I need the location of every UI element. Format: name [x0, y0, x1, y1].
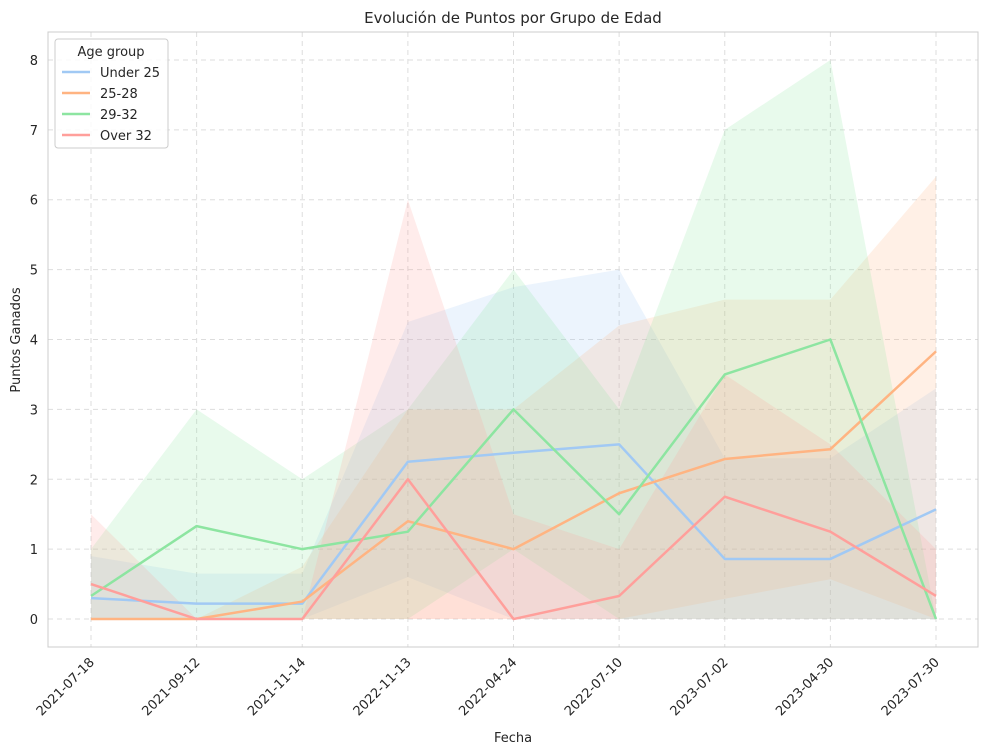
x-tick-label: 2021-11-14 — [245, 655, 309, 719]
x-tick-label: 2023-04-30 — [773, 655, 837, 719]
y-tick-label: 3 — [30, 403, 38, 418]
legend-box — [54, 38, 169, 149]
plot-frame — [47, 31, 979, 648]
x-tick-label: 2021-09-12 — [139, 655, 203, 719]
x-tick-label: 2022-07-10 — [562, 655, 626, 719]
x-tick-label: 2022-04-24 — [456, 655, 520, 719]
y-axis-ticks: 0 1 2 3 4 5 6 7 8 — [30, 54, 38, 628]
series-line — [90, 338, 938, 620]
legend: Age group Under 25 25-28 29-32 Over 32 — [54, 38, 169, 149]
chart-title: Evolución de Puntos por Grupo de Edad — [364, 9, 662, 27]
x-axis-ticks: 2021-07-18 2021-09-12 2021-11-14 2022-11-13… — [34, 655, 943, 719]
y-tick-label: 6 — [30, 194, 38, 209]
y-tick-label: 4 — [30, 334, 38, 349]
y-tick-label: 2 — [30, 473, 38, 488]
y-tick-label: 8 — [30, 54, 38, 69]
y-tick-label: 0 — [30, 613, 38, 628]
legend-label: Under 25 — [100, 66, 160, 81]
y-axis-label: Puntos Ganados — [9, 287, 24, 392]
x-axis-label: Fecha — [494, 731, 532, 746]
confidence-band — [91, 269, 936, 620]
confidence-band — [91, 176, 936, 620]
confidence-band — [91, 59, 936, 620]
x-tick-label: 2023-07-02 — [668, 655, 732, 719]
confidence-bands — [91, 59, 936, 620]
y-tick-label: 7 — [30, 124, 38, 139]
legend-title: Age group — [77, 45, 144, 60]
y-tick-label: 1 — [30, 543, 38, 558]
y-tick-label: 5 — [30, 264, 38, 279]
confidence-band — [91, 199, 936, 620]
x-tick-label: 2022-11-13 — [351, 655, 415, 719]
series-line — [91, 350, 937, 621]
series-line — [90, 443, 937, 605]
series-line — [90, 478, 937, 621]
series-lines — [90, 338, 938, 621]
x-tick-label: 2021-07-18 — [34, 655, 98, 719]
legend-label: 25-28 — [100, 87, 138, 102]
legend-label: Over 32 — [100, 129, 152, 144]
legend-label: 29-32 — [100, 108, 138, 123]
x-tick-label: 2023-07-30 — [879, 655, 943, 719]
